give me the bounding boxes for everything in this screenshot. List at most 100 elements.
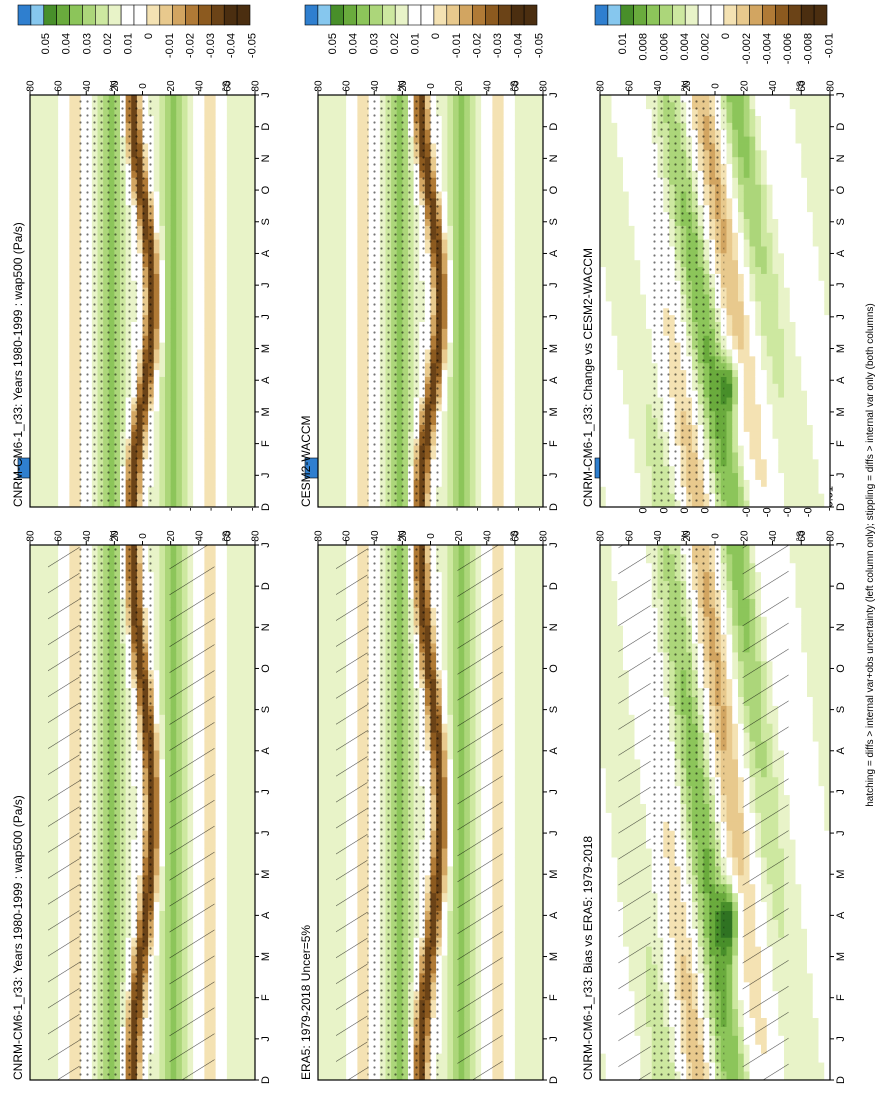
lat-tick-label: 20 xyxy=(110,530,121,542)
heat-cell xyxy=(187,486,194,494)
heat-cell xyxy=(181,225,188,233)
heat-cell xyxy=(238,410,245,419)
heat-cell xyxy=(58,335,65,343)
heat-cell xyxy=(159,335,166,343)
heat-cell xyxy=(30,964,37,974)
heat-cell xyxy=(63,424,70,432)
heat-cell xyxy=(215,232,222,240)
heat-cell xyxy=(243,999,250,1010)
heat-cell xyxy=(221,857,228,867)
heat-cell xyxy=(215,452,222,460)
heat-cell xyxy=(35,732,42,742)
heat-cell xyxy=(176,355,183,364)
heat-cell xyxy=(243,750,250,760)
heat-cell xyxy=(153,981,160,992)
heat-cell xyxy=(226,362,233,371)
heat-cell xyxy=(238,741,245,751)
heat-cell xyxy=(159,750,166,760)
heat-cell xyxy=(221,571,228,582)
heat-cell xyxy=(63,342,70,350)
heat-cell xyxy=(41,1071,48,1081)
heat-cell xyxy=(210,431,217,439)
heat-cell xyxy=(226,981,233,992)
heat-cell xyxy=(153,465,160,474)
heat-cell xyxy=(243,1008,250,1018)
heat-cell xyxy=(35,280,42,288)
heat-cell xyxy=(232,486,239,494)
heat-cell xyxy=(46,307,53,316)
heat-cell xyxy=(198,108,205,116)
heat-cell xyxy=(159,598,166,608)
heat-cell xyxy=(75,417,82,425)
heat-cell xyxy=(75,397,82,405)
heat-cell xyxy=(153,955,160,965)
heat-cell xyxy=(153,307,160,316)
heat-cell xyxy=(221,129,228,137)
heat-cell xyxy=(226,410,233,419)
heat-cell xyxy=(232,1062,239,1072)
heat-cell xyxy=(238,218,245,226)
heat-cell xyxy=(238,101,245,110)
heat-cell xyxy=(176,452,183,460)
heat-cell xyxy=(226,928,233,938)
heat-cell xyxy=(238,562,245,573)
heat-cell xyxy=(243,981,250,992)
heat-cell xyxy=(238,108,245,116)
heat-cell xyxy=(63,314,70,322)
heat-cell xyxy=(30,314,37,322)
colorbar-swatch xyxy=(185,4,199,26)
heat-cell xyxy=(58,493,65,501)
heat-cell xyxy=(318,1008,325,1018)
heat-cell xyxy=(221,1026,228,1036)
heat-cell xyxy=(243,129,250,137)
heat-cell xyxy=(52,108,59,116)
heat-cell xyxy=(165,369,172,377)
heat-cell xyxy=(187,177,194,185)
heat-cell xyxy=(159,964,166,974)
heat-cell xyxy=(153,452,160,460)
heat-cell xyxy=(210,410,217,419)
heat-cell xyxy=(153,376,160,384)
heat-cell xyxy=(153,252,160,261)
heat-cell xyxy=(35,136,42,144)
heat-cell xyxy=(63,500,70,508)
heat-cell xyxy=(58,314,65,322)
heat-cell xyxy=(63,383,70,391)
heat-cell xyxy=(210,486,217,494)
heat-cell xyxy=(30,545,37,555)
heat-cell xyxy=(198,465,205,474)
heat-cell xyxy=(193,191,200,199)
heat-cell xyxy=(165,273,172,281)
heat-cell xyxy=(249,218,256,226)
heat-cell xyxy=(243,115,250,123)
heat-cell xyxy=(221,149,228,158)
heat-cell xyxy=(30,410,37,419)
heat-cell xyxy=(153,184,160,192)
heat-cell xyxy=(181,486,188,494)
heat-cell xyxy=(204,287,211,295)
heat-cell xyxy=(35,493,42,501)
heat-cell xyxy=(243,156,250,165)
heat-cell xyxy=(193,314,200,322)
heat-cell xyxy=(193,170,200,178)
heat-cell xyxy=(30,321,37,329)
heat-cell xyxy=(52,349,59,357)
heat-cell xyxy=(249,252,256,261)
heat-cell xyxy=(176,493,183,501)
heat-cell xyxy=(238,349,245,357)
heat-cell xyxy=(193,252,200,261)
heat-cell xyxy=(198,493,205,501)
heat-cell xyxy=(35,143,42,151)
heat-cell xyxy=(181,143,188,151)
heat-cell xyxy=(165,660,172,671)
heat-cell xyxy=(215,1035,222,1045)
heat-cell xyxy=(75,314,82,322)
heat-cell xyxy=(165,892,172,903)
heat-cell xyxy=(30,431,37,439)
heat-cell xyxy=(232,1053,239,1063)
heat-cell xyxy=(153,1035,160,1045)
heat-cell xyxy=(215,184,222,192)
heat-cell xyxy=(249,937,256,947)
heat-cell xyxy=(170,465,177,474)
heat-cell xyxy=(204,355,211,364)
